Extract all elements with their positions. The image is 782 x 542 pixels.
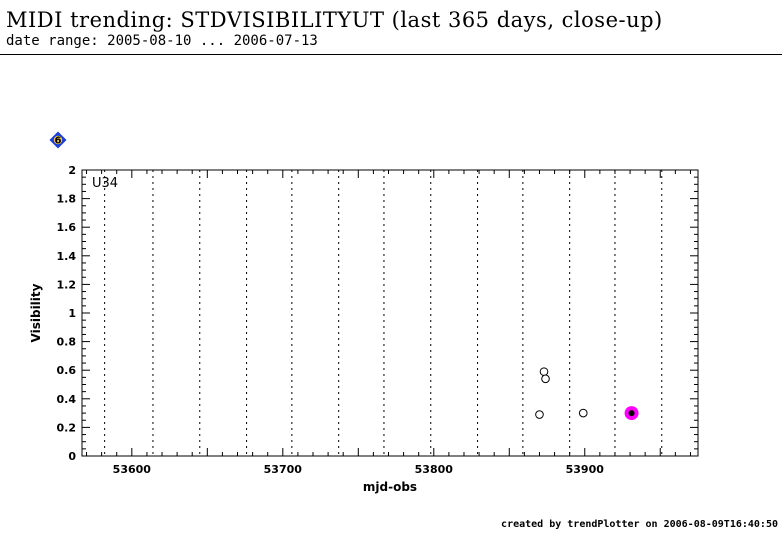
y-tick-label: 1.2 — [57, 278, 77, 291]
data-points — [535, 367, 639, 421]
data-point — [578, 408, 588, 418]
date-range-subtitle: date range: 2005-08-10 ... 2006-07-13 — [6, 33, 318, 49]
panel-label: U34 — [92, 176, 118, 191]
x-tick-label: 53900 — [566, 463, 605, 476]
y-tick-label: 1.4 — [57, 250, 77, 263]
y-tick-label: 2 — [68, 164, 76, 177]
x-tick-label: 53600 — [113, 463, 152, 476]
highlighted-point-core — [628, 410, 635, 417]
vertical-grid-lines — [104, 170, 663, 456]
data-point — [535, 410, 544, 419]
footer-credit: created by trendPlotter on 2006-08-09T16… — [501, 519, 778, 530]
y-tick-label: 0 — [68, 450, 76, 463]
x-axis-label: mjd-obs — [363, 480, 417, 494]
y-axis-ticks: 0 0.2 0.4 0.6 0.8 1 1.2 1.4 1.6 1.8 2 — [57, 164, 698, 463]
diamond-icon: 6 — [49, 131, 67, 149]
y-tick-label: 1.8 — [57, 193, 77, 206]
plot-frame — [81, 169, 699, 457]
x-tick-label: 53800 — [415, 463, 454, 476]
data-point — [541, 374, 550, 384]
page-title: MIDI trending: STDVISIBILITYUT (last 365… — [6, 8, 663, 32]
header-divider — [0, 54, 782, 55]
x-tick-label: 53700 — [264, 463, 303, 476]
y-tick-label: 0.6 — [57, 364, 77, 377]
y-tick-label: 0.8 — [57, 336, 77, 349]
y-tick-label: 0.4 — [57, 393, 77, 406]
badge-value: 6 — [55, 136, 62, 147]
y-tick-label: 0.2 — [57, 421, 77, 434]
data-point — [539, 367, 549, 376]
diamond-center — [53, 135, 63, 145]
y-tick-label: 1.6 — [57, 221, 77, 234]
x-axis-ticks: 53600 53700 53800 53900 — [86, 170, 691, 476]
y-tick-label: 1 — [68, 307, 76, 320]
y-axis-label: Visibility — [29, 283, 43, 342]
